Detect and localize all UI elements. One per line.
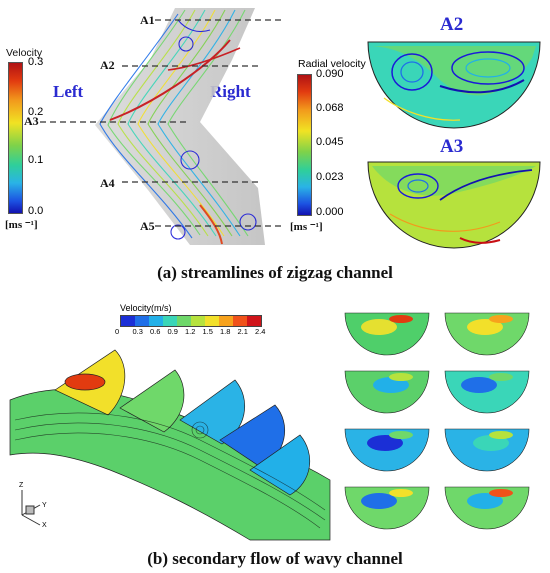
radial-tick-3: 0.023 (316, 171, 344, 183)
cross-section-7-hotspot (389, 489, 413, 497)
caption-a: (a) streamlines of zigzag channel (157, 263, 393, 282)
legend-swatch-9 (247, 316, 261, 326)
axis-y-label: Y (42, 502, 47, 509)
wavy-streamlines (14, 412, 326, 529)
wavy-channel-3d (9, 349, 331, 541)
radial-colorbar-title: Radial velocity (298, 58, 366, 70)
cross-section-4-hotspot (489, 373, 513, 381)
legend-swatch-3 (163, 316, 177, 326)
axis-triad (21, 490, 41, 526)
radial-unit: [ms ⁻¹] (290, 221, 323, 233)
velocity-colorbar (8, 62, 23, 214)
inset-a3-title: A3 (440, 136, 464, 157)
section-a5-label: A5 (140, 219, 155, 233)
cross-section-6-hotspot (489, 431, 513, 439)
inset-a2-title: A2 (440, 14, 464, 35)
legend-swatch-5 (191, 316, 205, 326)
legend-swatch-1 (135, 316, 149, 326)
caption-b: (b) secondary flow of wavy channel (147, 549, 403, 568)
velocity-tick-0: 0.3 (28, 56, 44, 68)
legend-swatch-4 (177, 316, 191, 326)
left-label: Left (53, 82, 84, 101)
streamlines (99, 9, 257, 245)
cross-section-8-core (467, 493, 503, 509)
legend-tick-6: 1.8 (220, 327, 231, 336)
cross-section-1-core (361, 319, 397, 335)
radial-tick-0: 0.090 (316, 68, 344, 80)
axis-z-label: Z (19, 482, 24, 489)
legend-swatch-2 (149, 316, 163, 326)
velocity-tick-2: 0.1 (28, 154, 44, 166)
legend-tick-1: 0.3 (132, 327, 143, 336)
inset-a2 (367, 41, 541, 129)
cross-section-8-hotspot (489, 489, 513, 497)
cross-section-5-core (367, 435, 403, 451)
radial-colorbar (297, 74, 312, 216)
legend-swatch-0 (121, 316, 135, 326)
cross-section-4-core (461, 377, 497, 393)
right-label: Right (210, 82, 251, 101)
wavy-legend-ticks: 0 0.3 0.6 0.9 1.2 1.5 1.8 2.1 2.4 (115, 327, 265, 337)
velocity-colorbar-title: Velocity (6, 47, 43, 59)
wavy-legend-title: Velocity(m/s) (120, 303, 172, 313)
velocity-unit: [ms ⁻¹] (5, 219, 38, 231)
cross-section-5 (249, 434, 311, 496)
legend-swatch-6 (205, 316, 219, 326)
cross-section-6-core (473, 435, 509, 451)
zigzag-channel-diagram (40, 8, 541, 249)
inset-a3 (367, 161, 541, 249)
velocity-tick-1: 0.2 (28, 106, 44, 118)
legend-tick-4: 1.2 (185, 327, 196, 336)
legend-tick-0: 0 (115, 327, 120, 336)
velocity-tick-3: 0.0 (28, 205, 44, 217)
legend-tick-5: 1.5 (202, 327, 213, 336)
channel-wall (95, 8, 265, 245)
cross-section-3-core (373, 377, 409, 393)
cross-section-grid (344, 312, 530, 530)
section-a4-label: A4 (100, 176, 115, 190)
section-a2-label: A2 (100, 58, 115, 72)
cross-section-1-hotspot (389, 315, 413, 323)
cross-section-3-hotspot (389, 373, 413, 381)
cross-section-7-core (361, 493, 397, 509)
legend-tick-7: 2.1 (237, 327, 248, 336)
axis-x-label: X (42, 522, 47, 529)
section-a3-label: A3 (24, 114, 39, 128)
cross-section-1-hotspot (64, 373, 106, 391)
legend-swatch-8 (233, 316, 247, 326)
cross-section-2-hotspot (489, 315, 513, 323)
radial-tick-2: 0.045 (316, 136, 344, 148)
wavy-legend-colorbar (120, 315, 262, 327)
legend-tick-8: 2.4 (255, 327, 266, 336)
section-lines (40, 19, 285, 227)
cross-section-2 (119, 369, 185, 433)
cross-section-5-hotspot (389, 431, 413, 439)
radial-tick-4: 0.000 (316, 206, 344, 218)
radial-tick-1: 0.068 (316, 102, 344, 114)
section-a1-label: A1 (140, 13, 155, 27)
legend-tick-2: 0.6 (150, 327, 161, 336)
legend-tick-3: 0.9 (167, 327, 178, 336)
cross-section-2-core (467, 319, 503, 335)
legend-swatch-7 (219, 316, 233, 326)
